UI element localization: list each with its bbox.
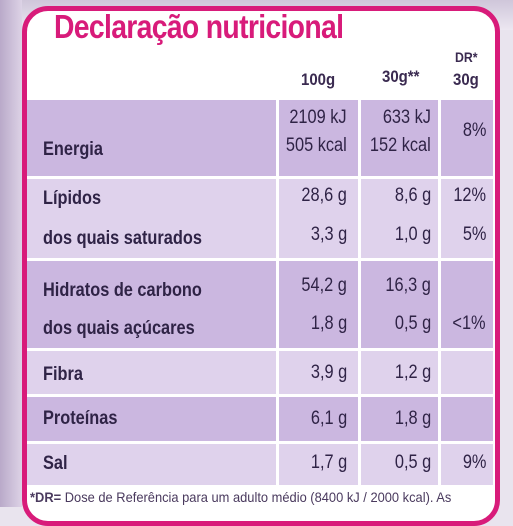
cell-lipidos-100g: 28,6 g	[301, 185, 347, 206]
column-header-100g: 100g	[301, 70, 336, 89]
label-title: Declaração nutricional	[54, 8, 344, 45]
footnote-text: Dose de Referência para um adulto médio …	[61, 489, 452, 505]
row-band-hidratos	[27, 261, 493, 348]
cell-energia-kcal-30g: 152 kcal	[370, 135, 431, 156]
column-header-dr: DR*	[455, 49, 478, 65]
row-label-proteinas: Proteínas	[43, 408, 118, 429]
row-label-energia: Energia	[43, 139, 103, 160]
cell-saturados-dr: 5%	[462, 224, 486, 245]
cell-acucares-100g: 1,8 g	[310, 313, 347, 334]
column-divider	[438, 100, 441, 485]
row-band-lipidos	[27, 179, 493, 258]
cell-proteinas-30g: 1,8 g	[394, 408, 431, 429]
cell-energia-kcal-100g: 505 kcal	[286, 135, 347, 156]
cell-proteinas-100g: 6,1 g	[310, 408, 347, 429]
cell-fibra-100g: 3,9 g	[310, 362, 347, 383]
cell-sal-dr: 9%	[462, 452, 486, 473]
cell-energia-dr: 8%	[462, 120, 486, 141]
row-band-energia	[27, 100, 493, 176]
row-band-sal	[27, 444, 493, 485]
column-header-dr-portion: 30g	[453, 70, 479, 89]
footnote-marker: *DR=	[30, 489, 62, 505]
cell-sal-100g: 1,7 g	[310, 452, 347, 473]
cell-saturados-30g: 1,0 g	[394, 224, 431, 245]
cell-lipidos-dr: 12%	[453, 185, 486, 206]
row-label-fibra: Fibra	[43, 364, 83, 385]
cell-fibra-30g: 1,2 g	[394, 362, 431, 383]
cell-energia-kj-100g: 2109 kJ	[289, 107, 347, 128]
cell-sal-30g: 0,5 g	[394, 452, 431, 473]
row-label-saturados: dos quais saturados	[43, 228, 202, 249]
cell-acucares-30g: 0,5 g	[394, 313, 431, 334]
row-band-proteinas	[27, 397, 493, 441]
row-label-lipidos: Lípidos	[43, 188, 102, 209]
cell-hidratos-100g: 54,2 g	[301, 275, 347, 296]
row-label-acucares: dos quais açúcares	[43, 318, 195, 339]
row-band-fibra	[27, 351, 493, 394]
cell-energia-kj-30g: 633 kJ	[382, 107, 431, 128]
cell-saturados-100g: 3,3 g	[310, 224, 347, 245]
row-label-hidratos: Hidratos de carbono	[43, 280, 202, 301]
cell-acucares-dr: <1%	[452, 313, 486, 334]
column-header-30g: 30g**	[382, 67, 420, 86]
row-label-sal: Sal	[43, 453, 68, 474]
column-divider	[358, 100, 361, 485]
cell-hidratos-30g: 16,3 g	[385, 275, 431, 296]
cell-lipidos-30g: 8,6 g	[394, 185, 431, 206]
background-left	[0, 0, 22, 507]
footnote: *DR= Dose de Referência para um adulto m…	[30, 489, 451, 505]
column-divider	[276, 100, 279, 485]
